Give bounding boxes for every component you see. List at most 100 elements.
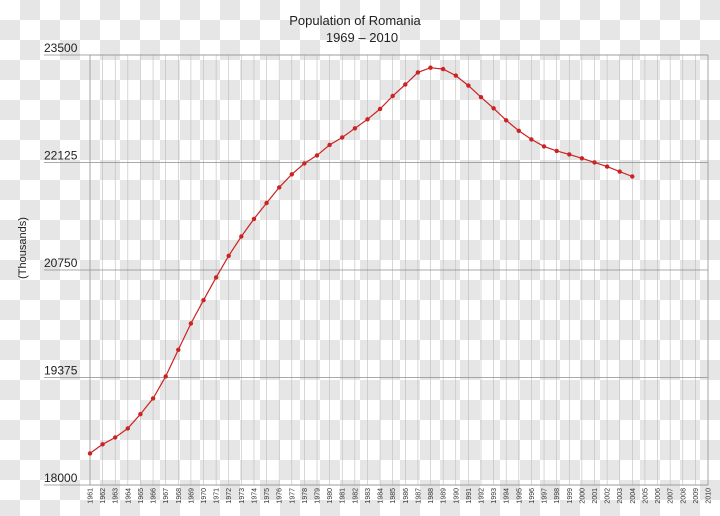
x-tick-label: 1993 — [491, 488, 498, 504]
data-point — [440, 66, 446, 72]
data-point — [529, 137, 534, 142]
data-point — [516, 128, 521, 133]
y-tick-label: 23500 — [44, 41, 78, 55]
x-tick-label: 1964 — [125, 488, 132, 504]
series-points — [87, 65, 635, 456]
data-point — [617, 169, 622, 174]
x-tick-label: 2001 — [592, 488, 599, 504]
x-tick-label: 1970 — [201, 488, 208, 504]
x-tick-label: 1981 — [340, 488, 347, 504]
data-point — [289, 172, 294, 177]
x-tick-label: 1990 — [453, 488, 460, 504]
x-tick-label: 1977 — [289, 488, 296, 504]
x-tick-label: 1967 — [163, 488, 170, 504]
data-point — [302, 161, 307, 166]
y-tick-label: 18000 — [44, 471, 78, 485]
data-point — [541, 144, 547, 149]
x-tick-label: 1961 — [88, 488, 95, 504]
x-tick-label: 1988 — [428, 488, 435, 504]
data-point — [415, 70, 421, 75]
data-point — [113, 435, 118, 440]
data-point — [377, 106, 383, 112]
y-tick-label: 20750 — [44, 256, 78, 270]
data-point — [327, 142, 332, 148]
x-tick-label: 1989 — [441, 488, 448, 504]
data-point — [365, 117, 370, 122]
data-point — [314, 153, 320, 158]
x-tick-label: 1966 — [151, 488, 158, 504]
x-tick-label: 1994 — [504, 488, 511, 504]
x-tick-label: 1983 — [365, 488, 372, 504]
x-tick-label: 1974 — [251, 488, 258, 504]
x-tick-label: 1985 — [390, 488, 397, 504]
data-point — [213, 275, 219, 280]
data-point — [340, 135, 345, 140]
data-point — [138, 412, 143, 417]
x-tick-label: 1972 — [226, 488, 233, 504]
x-tick-label: 1969 — [188, 488, 195, 504]
data-point — [428, 65, 433, 70]
data-point — [251, 216, 257, 222]
data-point — [125, 426, 130, 431]
data-point — [226, 253, 231, 258]
x-tick-label: 1971 — [214, 488, 221, 504]
x-tick-label: 2008 — [680, 488, 687, 504]
x-tick-labels: 1961 1962 1963 1964 1965 1966 1967 1968 1969 1970… — [88, 488, 713, 504]
x-tick-label: 2005 — [642, 488, 649, 504]
data-point — [188, 321, 194, 326]
x-tick-label: 1973 — [239, 488, 246, 504]
x-tick-label: 1980 — [327, 488, 334, 504]
data-point — [264, 200, 269, 206]
data-point — [201, 298, 206, 303]
x-tick-label: 1965 — [138, 488, 145, 504]
data-point — [491, 106, 496, 111]
x-tick-label: 2002 — [605, 488, 612, 504]
data-point — [352, 126, 358, 131]
y-axis-label: (Thousands) — [17, 217, 29, 279]
series-line — [89, 67, 633, 454]
x-tick-label: 1982 — [352, 488, 359, 504]
data-point — [630, 174, 635, 179]
x-tick-label: 1996 — [529, 488, 536, 504]
data-point — [567, 152, 572, 157]
data-point — [150, 396, 156, 401]
y-tick-label: 19375 — [44, 364, 78, 378]
data-point — [604, 164, 610, 169]
data-point — [554, 148, 559, 154]
data-point — [239, 234, 244, 239]
x-tick-label: 1987 — [415, 488, 422, 504]
x-tick-label: 1968 — [176, 488, 183, 504]
data-point — [176, 347, 181, 352]
x-tick-label: 1963 — [113, 488, 120, 504]
x-tick-label: 1979 — [315, 488, 322, 504]
chart-subtitle: 1969 – 2010 — [326, 30, 398, 45]
y-tick-labels: 23500 22125 20750 19375 18000 — [44, 41, 78, 485]
x-tick-label: 1962 — [100, 488, 107, 504]
data-point — [100, 442, 105, 447]
data-point — [403, 82, 408, 87]
x-tick-label: 2010 — [706, 488, 713, 504]
x-tick-label: 1986 — [403, 488, 410, 504]
data-point — [163, 374, 168, 379]
data-point — [277, 185, 282, 190]
y-tick-label: 22125 — [44, 149, 78, 163]
data-point — [466, 83, 471, 88]
x-tick-label: 2000 — [579, 488, 586, 504]
x-tick-label: 2004 — [630, 488, 637, 504]
x-tick-label: 1997 — [542, 488, 549, 504]
x-tick-label: 2009 — [693, 488, 700, 504]
x-tick-label: 1999 — [567, 488, 574, 504]
data-point — [504, 118, 509, 123]
data-point — [87, 451, 93, 456]
x-tick-label: 2006 — [655, 488, 662, 504]
data-point — [453, 73, 458, 78]
x-tick-label: 1975 — [264, 488, 271, 504]
data-point — [579, 156, 585, 161]
x-tick-label: 1978 — [302, 488, 309, 504]
x-tick-label: 1984 — [378, 488, 385, 504]
chart-title: Population of Romania — [289, 13, 421, 28]
x-tick-label: 2003 — [617, 488, 624, 504]
grid-lines — [44, 54, 709, 486]
x-tick-label: 1998 — [554, 488, 561, 504]
